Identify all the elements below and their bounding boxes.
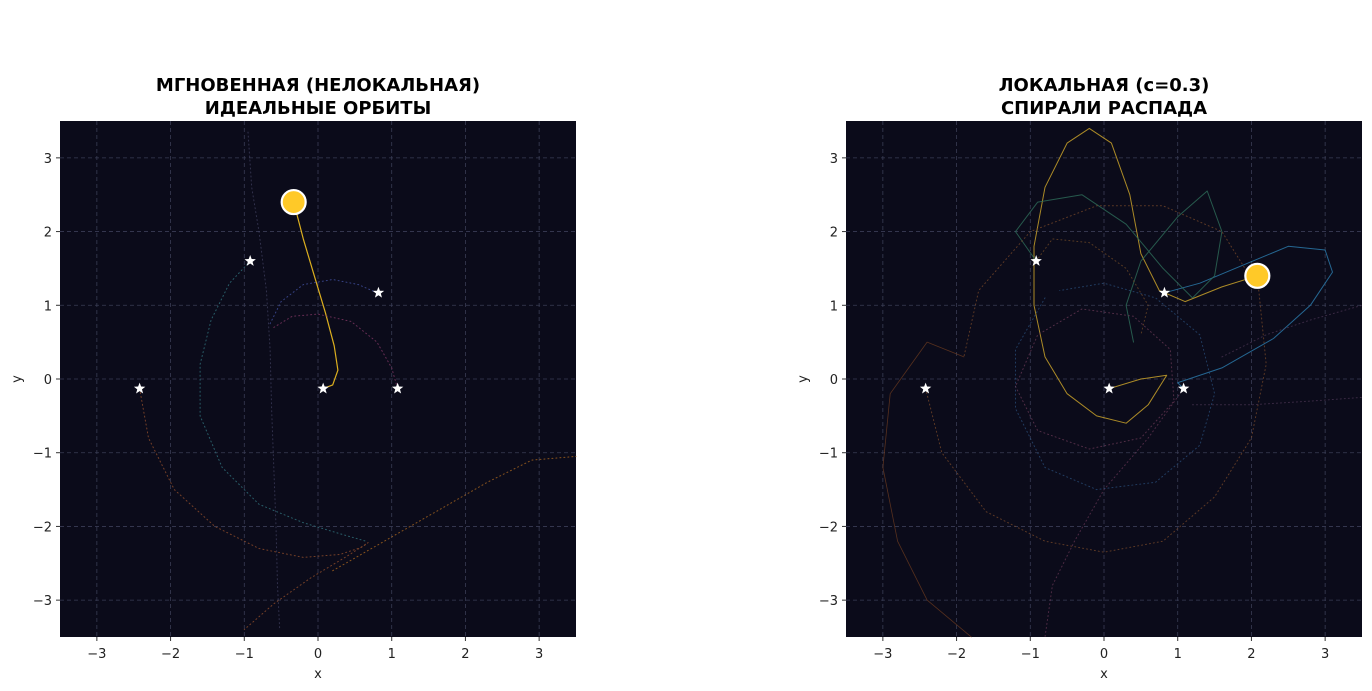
trajectory-line (139, 388, 369, 631)
y-tick-label: 0 (830, 373, 838, 388)
markers (133, 188, 404, 394)
grid (846, 121, 1362, 637)
x-tick-label: 1 (388, 647, 396, 662)
trajectory-line (1015, 308, 1175, 450)
star-marker (1177, 382, 1190, 394)
current-body-marker (280, 188, 307, 216)
trajectory-line (925, 205, 1267, 553)
trajectory-line (332, 455, 577, 572)
y-tick-label: 1 (830, 299, 838, 314)
y-tick-label: 2 (44, 226, 52, 241)
y-axis-label: y (10, 375, 25, 383)
x-tick-label: −2 (947, 647, 966, 662)
trajectory-line (1015, 190, 1223, 343)
trajectories (139, 131, 577, 631)
trajectory-line (1192, 396, 1363, 406)
x-tick-label: 0 (314, 647, 322, 662)
axis-ticks: −3 −2 −1 0 1 2 3 −3 −2 −1 0 1 2 3 (33, 152, 543, 662)
chart-panel-instant: МГНОВЕННАЯ (НЕЛОКАЛЬНАЯ) ИДЕАЛЬНЫЕ ОРБИТ… (10, 75, 577, 682)
y-tick-label: 2 (830, 226, 838, 241)
chart-panel-local: ЛОКАЛЬНАЯ (c=0.3) СПИРАЛИ РАСПАДА −3 −2 −1… (796, 75, 1363, 682)
x-axis-label: x (1100, 667, 1108, 682)
x-tick-label: −1 (235, 647, 254, 662)
x-tick-label: −1 (1021, 647, 1040, 662)
markers (919, 255, 1271, 394)
trajectory-line (199, 260, 367, 542)
trajectory-line (1163, 245, 1333, 390)
x-tick-label: −3 (87, 647, 106, 662)
star-marker (1030, 255, 1042, 266)
star-marker (391, 382, 404, 394)
trajectory-line (293, 201, 339, 390)
y-tick-label: −3 (33, 594, 52, 609)
x-tick-label: 2 (461, 647, 469, 662)
x-tick-label: 1 (1174, 647, 1182, 662)
y-axis-label: y (796, 375, 811, 383)
y-tick-label: −3 (819, 594, 838, 609)
x-tick-label: 0 (1100, 647, 1108, 662)
star-marker (317, 382, 329, 394)
trajectory-line (882, 341, 972, 638)
axis-ticks: −3 −2 −1 0 1 2 3 −3 −2 −1 0 1 2 3 (819, 152, 1329, 662)
y-tick-label: 3 (830, 152, 838, 167)
chart-title-line-1: МГНОВЕННАЯ (НЕЛОКАЛЬНАЯ) (156, 75, 480, 96)
chart-title-line-2: СПИРАЛИ РАСПАДА (1001, 98, 1207, 119)
trajectory-line (247, 131, 281, 631)
y-tick-label: 1 (44, 299, 52, 314)
y-tick-label: 0 (44, 373, 52, 388)
y-tick-label: 3 (44, 152, 52, 167)
star-marker (1158, 286, 1171, 298)
star-marker (919, 382, 932, 394)
star-marker (133, 382, 146, 394)
y-tick-label: −2 (819, 520, 838, 535)
y-tick-label: −1 (33, 447, 52, 462)
trajectory-line (269, 279, 378, 325)
grid (60, 121, 576, 637)
chart-title-line-2: ИДЕАЛЬНЫЕ ОРБИТЫ (205, 98, 431, 119)
trajectory-line (273, 313, 399, 390)
trajectory-line (1033, 127, 1258, 424)
chart-title-line-1: ЛОКАЛЬНАЯ (c=0.3) (999, 75, 1210, 96)
x-tick-label: −3 (873, 647, 892, 662)
x-tick-label: 3 (1321, 647, 1329, 662)
trajectory-line (1015, 282, 1216, 491)
y-tick-label: −2 (33, 520, 52, 535)
star-marker (1103, 382, 1115, 394)
x-tick-label: −2 (161, 647, 180, 662)
y-tick-label: −1 (819, 447, 838, 462)
x-tick-label: 3 (535, 647, 543, 662)
star-marker (372, 286, 385, 298)
star-marker (244, 255, 256, 266)
x-tick-label: 2 (1247, 647, 1255, 662)
current-body-marker (1244, 262, 1271, 289)
trajectories (882, 127, 1363, 638)
x-axis-label: x (314, 667, 322, 682)
trajectory-line (1221, 304, 1363, 358)
